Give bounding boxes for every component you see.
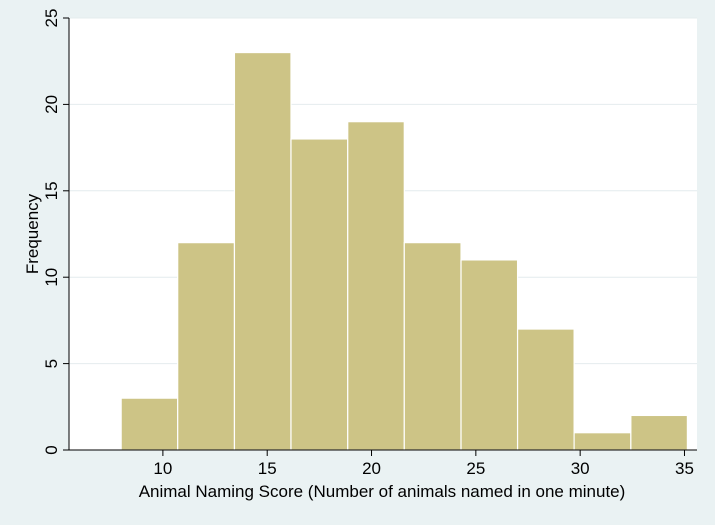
histogram-bar xyxy=(573,432,632,451)
bars xyxy=(120,51,689,451)
histogram-bar xyxy=(347,121,405,451)
x-tick-label: 15 xyxy=(258,459,277,478)
axes: 0 5 10 15 20 25 10 15 20 25 30 35 xyxy=(42,9,697,478)
histogram-bar xyxy=(460,259,519,451)
y-tick-label: 20 xyxy=(42,95,61,114)
y-axis-title: Frequency xyxy=(23,193,42,274)
x-tick-label: 25 xyxy=(466,459,485,478)
histogram-bar xyxy=(516,328,575,451)
y-tick-label: 0 xyxy=(42,445,61,454)
histogram-bar xyxy=(177,242,236,451)
histogram-bar xyxy=(120,397,179,451)
x-tick-label: 35 xyxy=(675,459,694,478)
x-axis-title: Animal Naming Score (Number of animals n… xyxy=(139,482,626,501)
histogram-bar xyxy=(233,51,292,451)
y-tick-label: 15 xyxy=(42,181,61,200)
histogram-bar xyxy=(403,242,462,451)
y-tick-label: 10 xyxy=(42,268,61,287)
y-tick-label: 5 xyxy=(42,359,61,368)
histogram-bar xyxy=(630,414,689,451)
x-tick-label: 20 xyxy=(362,459,381,478)
x-tick-label: 10 xyxy=(153,459,172,478)
x-tick-label: 30 xyxy=(571,459,590,478)
histogram-bar xyxy=(290,138,349,451)
y-tick-label: 25 xyxy=(42,9,61,28)
